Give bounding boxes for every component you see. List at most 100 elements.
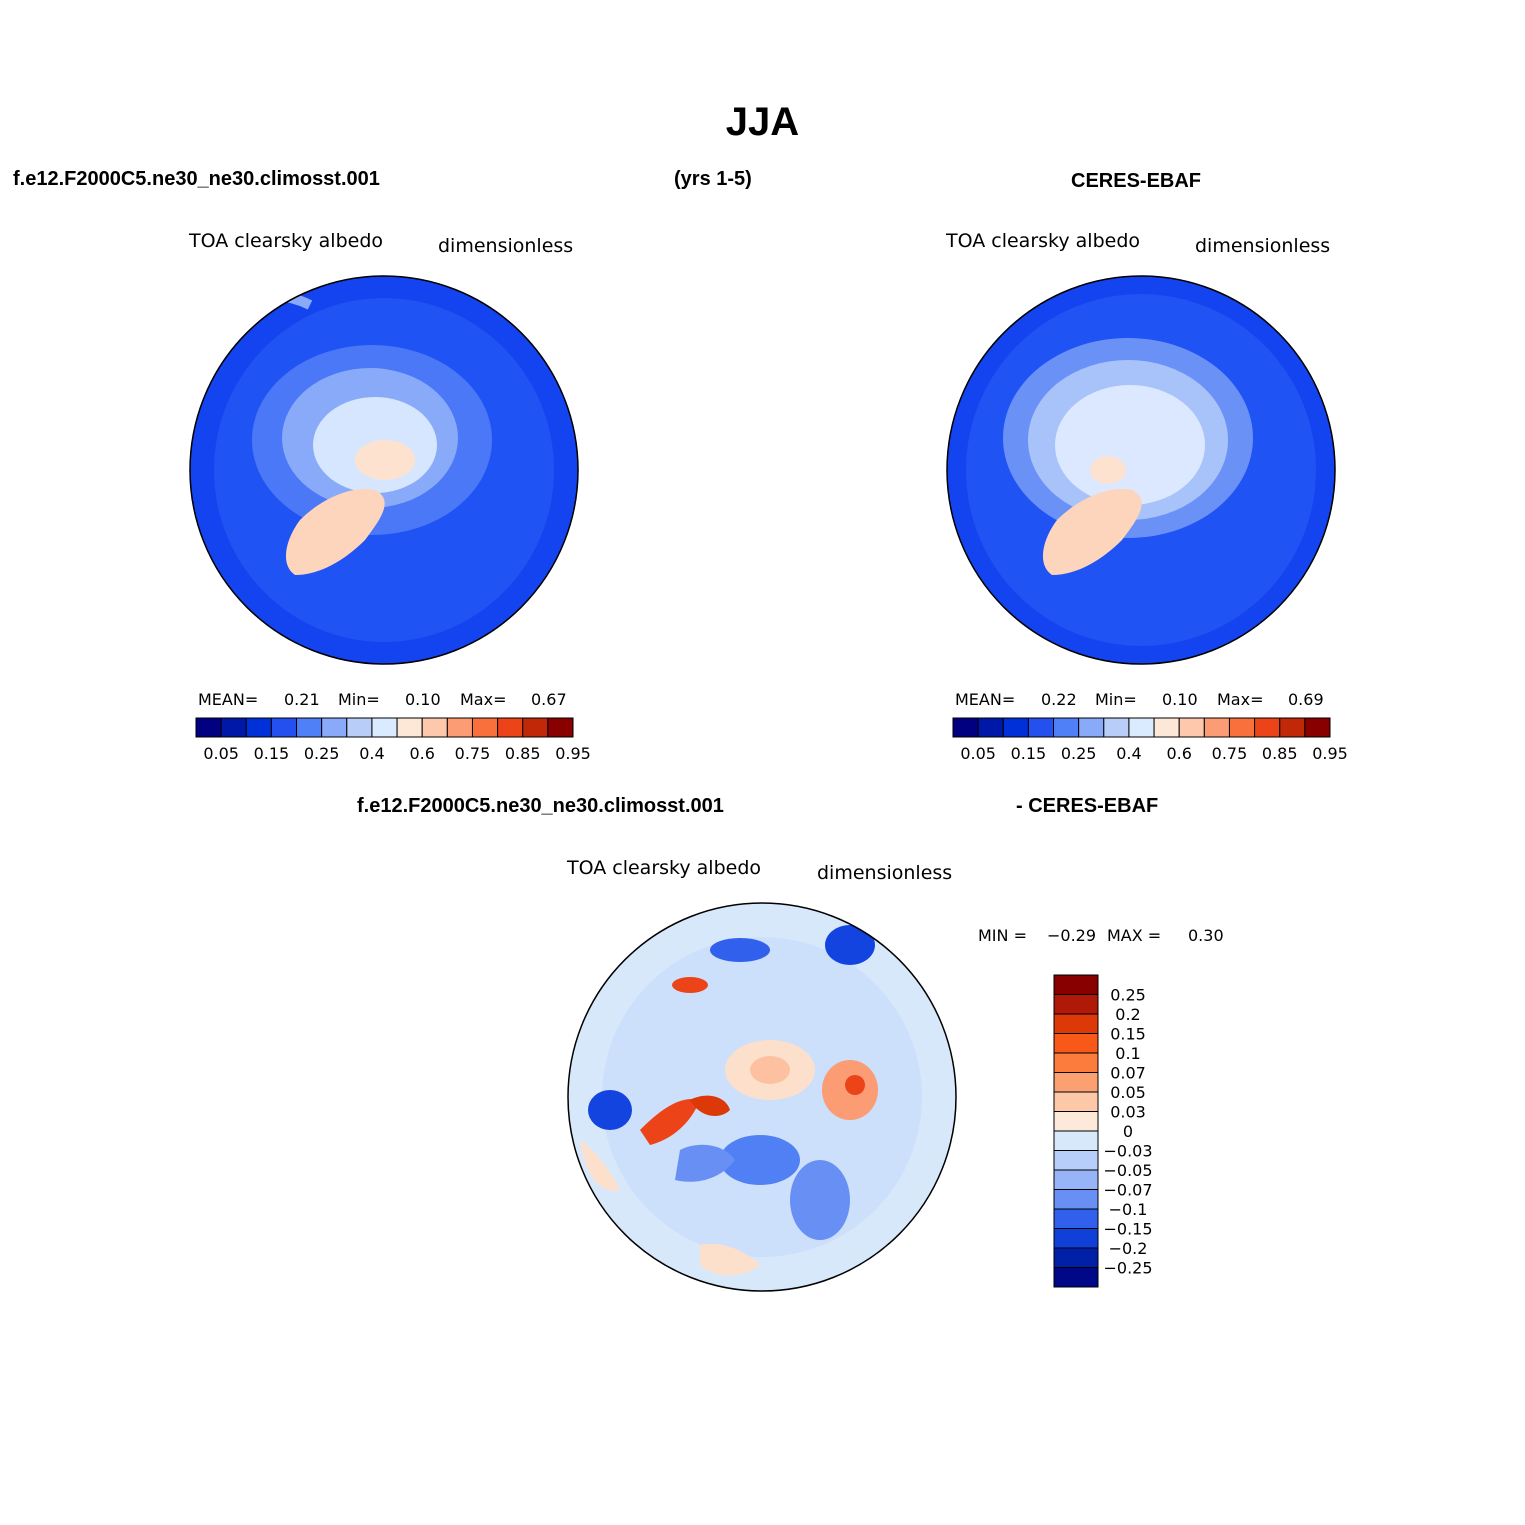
panel1-mean-label: MEAN= xyxy=(198,690,259,709)
panel2-mean-value: 0.22 xyxy=(1041,690,1077,709)
diff-colorbar-swatch xyxy=(1053,994,1099,1015)
diff-colorbar-swatch xyxy=(1053,1091,1099,1112)
panel2-colorbar-tick-label: 0.05 xyxy=(960,744,996,763)
panel2-colorbar: 0.05 0.15 0.25 0.4 0.6 0.75 0.85 0.95 xyxy=(952,717,1348,763)
diff-min-value: −0.29 xyxy=(1047,926,1097,945)
panel2-min-label: Min= xyxy=(1095,690,1137,709)
diff-colorbar-tick-label: 0.07 xyxy=(1110,1064,1146,1083)
diff-colorbar-swatch xyxy=(1053,1111,1099,1132)
panel2-colorbar-tick-label: 0.25 xyxy=(1061,744,1097,763)
panel2-colorbar-tick-label: 0.95 xyxy=(1312,744,1348,763)
panel1-colorbar-swatch xyxy=(522,717,549,738)
diff-colorbar-swatch xyxy=(1053,1052,1099,1073)
diff-variable-label: TOA clearsky albedo xyxy=(567,857,761,879)
panel1-colorbar-swatch xyxy=(296,717,323,738)
diff-colorbar-tick-label: 0.1 xyxy=(1115,1044,1140,1063)
panel1-colorbar: 0.05 0.15 0.25 0.4 0.6 0.75 0.85 0.95 xyxy=(195,717,591,763)
panel2-colorbar-tick-label: 0.4 xyxy=(1116,744,1141,763)
panel2-colorbar-swatch xyxy=(1103,717,1130,738)
panel2-colorbar-swatch xyxy=(1153,717,1180,738)
panel2-colorbar-swatch xyxy=(1078,717,1105,738)
panel1-colorbar-tick-label: 0.15 xyxy=(254,744,290,763)
diff-colorbar-swatch xyxy=(1053,1150,1099,1171)
panel2-colorbar-swatch xyxy=(1053,717,1080,738)
obs-title: CERES-EBAF xyxy=(1071,170,1202,192)
panel2-variable-label: TOA clearsky albedo xyxy=(946,230,1140,252)
diff-units-label: dimensionless xyxy=(817,862,953,884)
diff-colorbar-swatch xyxy=(1053,1072,1099,1093)
diff-colorbar-swatch xyxy=(1053,1247,1099,1268)
diff-max-value: 0.30 xyxy=(1188,926,1224,945)
diff-title-right: - CERES-EBAF xyxy=(1016,795,1159,817)
diff-colorbar-tick-label: 0.15 xyxy=(1110,1025,1146,1044)
panel2-colorbar-swatch xyxy=(1203,717,1230,738)
panel1-units-label: dimensionless xyxy=(438,235,574,257)
panel2-colorbar-swatch xyxy=(1304,717,1331,738)
years-title: (yrs 1-5) xyxy=(674,168,752,190)
diff-colorbar-tick-label: 0.25 xyxy=(1110,986,1146,1005)
diff-colorbar-tick-label: −0.15 xyxy=(1103,1220,1152,1239)
diff-colorbar-swatch xyxy=(1053,1169,1099,1190)
model-run-title: f.e12.F2000C5.ne30_ne30.climosst.001 xyxy=(13,168,380,190)
panel1-colorbar-swatch xyxy=(195,717,222,738)
panel2-max-label: Max= xyxy=(1217,690,1264,709)
diff-colorbar-tick-label: −0.03 xyxy=(1103,1142,1152,1161)
panel1-min-label: Min= xyxy=(338,690,380,709)
panel2-colorbar-tick-label: 0.15 xyxy=(1011,744,1047,763)
panel2-max-value: 0.69 xyxy=(1288,690,1324,709)
diff-map xyxy=(567,902,957,1292)
panel2-colorbar-swatch xyxy=(1002,717,1029,738)
diff-colorbar-tick-label: −0.05 xyxy=(1103,1161,1152,1180)
panel2-colorbar-swatch xyxy=(1254,717,1281,738)
panel2-mean-label: MEAN= xyxy=(955,690,1016,709)
panel1-colorbar-swatch xyxy=(446,717,473,738)
diff-colorbar-swatch xyxy=(1053,974,1099,995)
panel2-colorbar-swatch xyxy=(1279,717,1306,738)
panel1-variable-label: TOA clearsky albedo xyxy=(189,230,383,252)
diff-colorbar-swatch xyxy=(1053,1208,1099,1229)
panel2-colorbar-swatch xyxy=(1027,717,1055,738)
panel2-colorbar-tick-label: 0.85 xyxy=(1262,744,1298,763)
diff-colorbar-swatch xyxy=(1053,1228,1099,1249)
diff-colorbar-swatch xyxy=(1053,1267,1099,1288)
panel1-max-value: 0.67 xyxy=(531,690,567,709)
panel1-colorbar-swatch xyxy=(497,717,524,738)
panel1-max-label: Max= xyxy=(460,690,507,709)
panel1-colorbar-swatch xyxy=(396,717,423,738)
panel1-colorbar-tick-label: 0.05 xyxy=(203,744,239,763)
panel1-colorbar-tick-label: 0.95 xyxy=(555,744,591,763)
diff-colorbar-tick-label: 0.03 xyxy=(1110,1103,1146,1122)
diff-colorbar-swatch xyxy=(1053,1130,1099,1151)
panel1-colorbar-swatch xyxy=(421,717,448,738)
panel1-map xyxy=(189,275,579,665)
panel1-colorbar-swatch xyxy=(346,717,373,738)
diff-colorbar-tick-label: −0.25 xyxy=(1103,1259,1152,1278)
panel2-units-label: dimensionless xyxy=(1195,235,1331,257)
panel1-colorbar-swatch xyxy=(245,717,272,738)
diff-colorbar: 0.250.20.150.10.070.050.030−0.03−0.05 −0.… xyxy=(1053,974,1153,1288)
diff-colorbar-tick-label: −0.2 xyxy=(1109,1239,1148,1258)
diff-colorbar-tick-label: 0.05 xyxy=(1110,1083,1146,1102)
panel1-colorbar-swatch xyxy=(471,717,499,738)
diff-min-label: MIN = xyxy=(978,926,1027,945)
panel2-map xyxy=(946,275,1336,665)
panel1-colorbar-swatch xyxy=(270,717,298,738)
diff-colorbar-tick-label: 0.2 xyxy=(1115,1005,1140,1024)
diff-max-label: MAX = xyxy=(1107,926,1162,945)
diff-colorbar-tick-label: 0 xyxy=(1123,1122,1133,1141)
panel2-colorbar-swatch xyxy=(977,717,1004,738)
panel1-colorbar-swatch xyxy=(220,717,247,738)
panel1-colorbar-tick-label: 0.25 xyxy=(304,744,340,763)
panel1-mean-value: 0.21 xyxy=(284,690,320,709)
panel2-colorbar-swatch xyxy=(952,717,979,738)
panel2-colorbar-swatch xyxy=(1128,717,1155,738)
panel2-colorbar-tick-label: 0.6 xyxy=(1166,744,1191,763)
diff-colorbar-swatch xyxy=(1053,1013,1099,1034)
panel1-colorbar-swatch xyxy=(321,717,348,738)
panel1-colorbar-tick-label: 0.4 xyxy=(359,744,384,763)
diff-title-left: f.e12.F2000C5.ne30_ne30.climosst.001 xyxy=(357,795,724,817)
panel1-colorbar-tick-label: 0.6 xyxy=(409,744,434,763)
panel1-min-value: 0.10 xyxy=(405,690,441,709)
panel2-colorbar-swatch xyxy=(1228,717,1256,738)
